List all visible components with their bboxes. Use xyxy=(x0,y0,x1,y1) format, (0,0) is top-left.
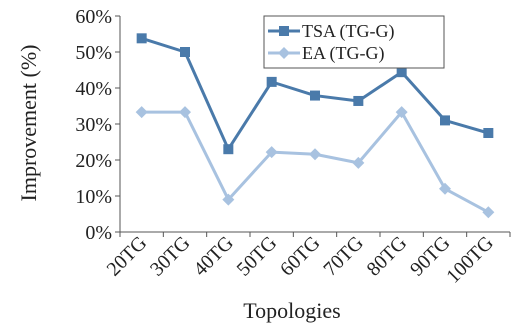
x-tick-label: 60TG xyxy=(276,232,325,281)
y-axis-title: Improvement (%) xyxy=(16,45,41,202)
series-layer xyxy=(135,33,495,219)
data-point xyxy=(223,144,234,155)
data-point xyxy=(395,106,408,119)
legend-marker xyxy=(278,47,290,59)
series-1 xyxy=(136,33,494,155)
x-axis-title: Topologies xyxy=(243,298,340,323)
data-point xyxy=(266,76,277,87)
y-tick-label: 30% xyxy=(75,114,112,136)
data-point xyxy=(135,106,148,119)
x-tick-label: 70TG xyxy=(319,232,368,281)
data-point xyxy=(180,47,190,57)
y-tick-label: 50% xyxy=(75,42,112,64)
data-point xyxy=(265,146,278,159)
series-2 xyxy=(135,106,495,219)
data-point xyxy=(136,33,147,44)
data-point xyxy=(310,90,320,101)
y-tick-label: 60% xyxy=(75,6,112,28)
series-line xyxy=(141,110,490,214)
legend-label: EA (TG-G) xyxy=(302,43,384,64)
data-point xyxy=(440,115,450,126)
legend-box xyxy=(263,15,445,69)
x-tick-label: 80TG xyxy=(363,232,412,281)
data-point xyxy=(352,156,365,169)
data-point xyxy=(179,106,191,119)
legend: TSA (TG-G)EA (TG-G) xyxy=(263,15,445,69)
y-tick-label: 10% xyxy=(75,186,112,208)
legend-label: TSA (TG-G) xyxy=(302,21,395,42)
legend-marker xyxy=(279,26,289,36)
data-point xyxy=(439,182,451,195)
y-tick-label: 20% xyxy=(75,150,112,172)
data-point xyxy=(482,206,495,219)
x-tick-label: 40TG xyxy=(189,232,238,281)
data-point xyxy=(309,148,321,161)
data-point xyxy=(396,67,407,78)
x-tick-label: 50TG xyxy=(233,232,282,281)
y-tick-label: 40% xyxy=(75,78,112,100)
x-tick-label: 30TG xyxy=(146,232,195,281)
y-tick-label: 0% xyxy=(85,222,112,244)
data-point xyxy=(353,95,364,106)
x-tick-label: 100TG xyxy=(442,232,498,288)
data-point xyxy=(483,128,494,138)
data-point xyxy=(222,193,235,206)
